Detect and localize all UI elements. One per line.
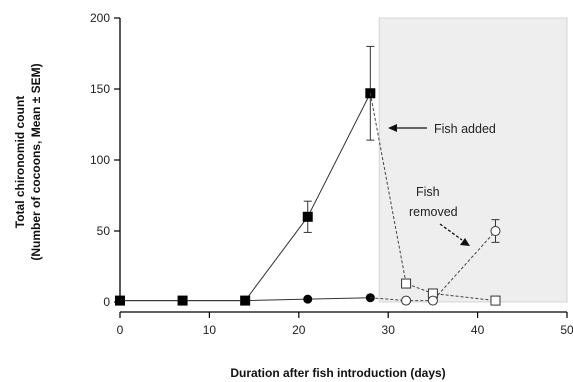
annotations: Fish added Fish removed	[388, 122, 496, 246]
point-filled-square	[302, 211, 313, 222]
point-open-square	[401, 278, 412, 289]
point-open-square	[490, 295, 501, 306]
annotation-fish-added-arrowhead	[388, 124, 397, 132]
y-axis-title-line2: (Number of cocoons, Mean ± SEM)	[29, 63, 43, 260]
shaded-region	[378, 17, 568, 303]
annotation-fish-added: Fish added	[434, 122, 496, 136]
y-axis-title-line1: Total chironomid count	[13, 96, 27, 228]
x-tick-label: 50	[560, 323, 573, 337]
series-0	[115, 45, 376, 306]
point-filled-circle	[115, 296, 125, 306]
x-tick-label: 0	[117, 323, 124, 337]
y-tick-label: 50	[97, 224, 111, 238]
point-filled-circle	[178, 296, 188, 306]
series-line	[120, 93, 371, 302]
annotation-fish-removed-line2: removed	[409, 205, 458, 219]
y-ticks: 0 50 100 150 200	[90, 11, 120, 309]
point-open-circle	[427, 295, 438, 306]
x-tick-label: 40	[471, 323, 485, 337]
y-tick-label: 200	[90, 11, 110, 25]
series-line	[370, 230, 496, 302]
annotation-fish-removed-arrowhead	[460, 238, 470, 246]
point-filled-circle	[240, 296, 250, 306]
point-open-circle	[490, 226, 501, 236]
series-group	[115, 45, 501, 306]
x-axis-title: Duration after fish introduction (days)	[230, 366, 445, 380]
x-tick-label: 10	[203, 323, 217, 337]
series-line	[369, 93, 496, 302]
point-filled-circle	[303, 294, 313, 304]
series-3	[370, 219, 501, 306]
y-tick-label: 100	[90, 153, 110, 167]
annotation-fish-removed-arrow	[439, 223, 463, 241]
point-open-circle	[401, 295, 412, 306]
y-tick-label: 0	[103, 295, 110, 309]
y-tick-label: 150	[90, 82, 110, 96]
x-tick-label: 20	[292, 323, 306, 337]
series-1	[115, 293, 375, 306]
x-ticks: 0 10 20 30 40 50	[117, 312, 573, 337]
annotation-fish-removed-line1: Fish	[416, 185, 440, 199]
x-tick-label: 30	[382, 323, 396, 337]
